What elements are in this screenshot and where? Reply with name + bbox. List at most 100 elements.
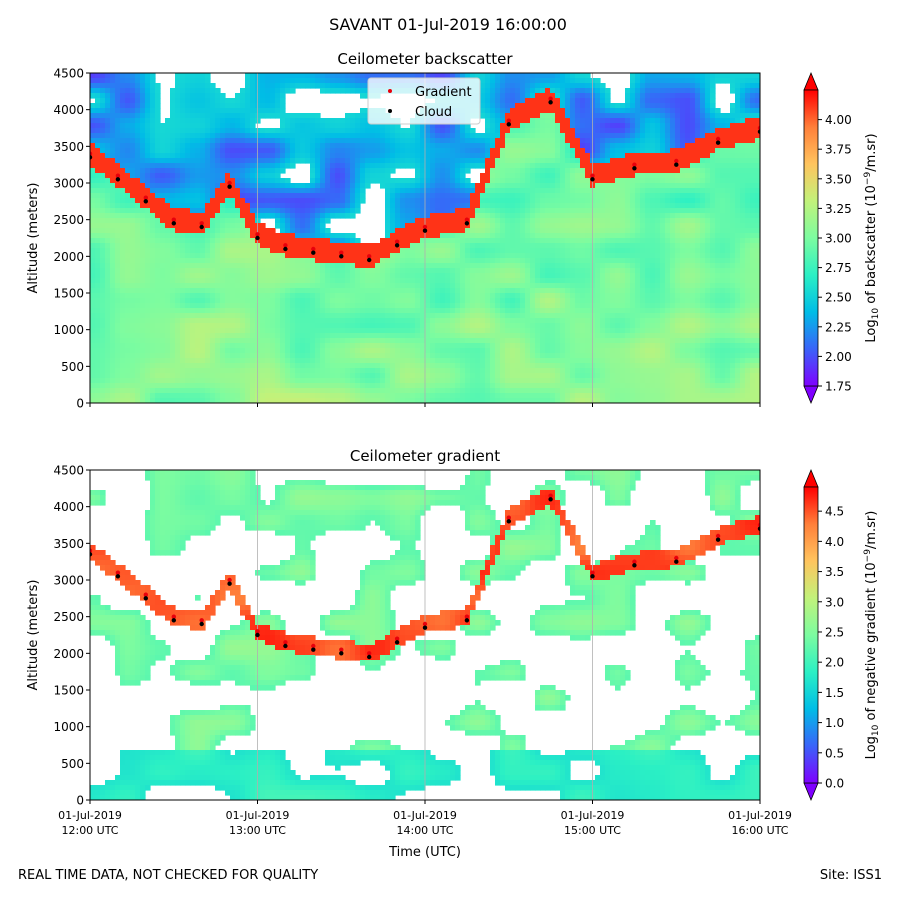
heatmap-cell	[445, 308, 451, 314]
heatmap-cell	[450, 393, 456, 399]
heatmap-cell	[360, 193, 366, 199]
heatmap-cell	[490, 163, 496, 169]
heatmap-cell	[385, 238, 391, 244]
heatmap-cell	[250, 223, 256, 229]
heatmap-cell	[440, 123, 446, 129]
heatmap-cell	[165, 378, 171, 384]
heatmap-cell	[415, 248, 421, 254]
heatmap-cell	[310, 78, 316, 84]
heatmap-cell	[475, 318, 481, 324]
heatmap-cell	[310, 363, 316, 369]
heatmap-cell	[310, 368, 316, 374]
heatmap-cell	[300, 133, 306, 139]
heatmap-cell	[295, 218, 301, 224]
heatmap-cell	[335, 293, 341, 299]
heatmap-cell	[460, 318, 466, 324]
heatmap-cell	[285, 88, 291, 94]
heatmap-cell	[205, 118, 211, 124]
heatmap-cell	[280, 133, 286, 139]
heatmap-cell	[340, 143, 346, 149]
heatmap-cell	[95, 73, 101, 79]
heatmap-cell	[240, 348, 246, 354]
heatmap-cell	[480, 193, 486, 199]
heatmap-cell	[175, 78, 181, 84]
heatmap-cell	[300, 238, 306, 244]
heatmap-cell	[400, 268, 406, 274]
heatmap-cell	[130, 293, 136, 299]
heatmap-cell	[335, 148, 341, 154]
heatmap-cell	[340, 393, 346, 399]
heatmap-cell	[330, 183, 336, 189]
heatmap-cell	[415, 293, 421, 299]
heatmap-cell	[280, 263, 286, 269]
heatmap-cell	[90, 188, 96, 194]
heatmap-cell	[185, 223, 191, 229]
heatmap-cell	[440, 73, 446, 79]
heatmap-cell	[405, 333, 411, 339]
heatmap-cell	[290, 323, 296, 329]
heatmap-cell	[360, 373, 366, 379]
heatmap-cell	[175, 218, 181, 224]
heatmap-cell	[250, 88, 256, 94]
heatmap-cell	[275, 358, 281, 364]
heatmap-cell	[110, 308, 116, 314]
heatmap-cell	[425, 318, 431, 324]
heatmap-cell	[200, 88, 206, 94]
heatmap-cell	[300, 313, 306, 319]
heatmap-cell	[285, 113, 291, 119]
heatmap-cell	[200, 113, 206, 119]
heatmap-cell	[465, 168, 471, 174]
heatmap-cell	[260, 378, 266, 384]
heatmap-cell	[270, 133, 276, 139]
heatmap-cell	[195, 153, 201, 159]
heatmap-cell	[365, 273, 371, 279]
heatmap-cell	[320, 208, 326, 214]
heatmap-cell	[130, 258, 136, 264]
heatmap-cell	[435, 298, 441, 304]
heatmap-cell	[285, 193, 291, 199]
heatmap-cell	[115, 223, 121, 229]
heatmap-cell	[150, 293, 156, 299]
heatmap-cell	[375, 368, 381, 374]
heatmap-cell	[180, 328, 186, 334]
heatmap-cell	[235, 278, 241, 284]
heatmap-cell	[95, 303, 101, 309]
heatmap-cell	[430, 203, 436, 209]
heatmap-cell	[310, 83, 316, 89]
heatmap-cell	[245, 188, 251, 194]
heatmap-cell	[155, 383, 161, 389]
heatmap-cell	[180, 293, 186, 299]
heatmap-cell	[320, 378, 326, 384]
heatmap-cell	[100, 138, 106, 144]
heatmap-cell	[480, 208, 486, 214]
heatmap-cell	[390, 258, 396, 264]
heatmap-cell	[285, 73, 291, 79]
heatmap-cell	[150, 118, 156, 124]
heatmap-cell	[340, 168, 346, 174]
heatmap-cell	[445, 258, 451, 264]
heatmap-cell	[165, 203, 171, 209]
heatmap-cell	[250, 148, 256, 154]
heatmap-cell	[195, 143, 201, 149]
heatmap-cell	[180, 243, 186, 249]
heatmap-cell	[195, 168, 201, 174]
heatmap-cell	[100, 278, 106, 284]
heatmap-cell	[140, 78, 146, 84]
heatmap-cell	[130, 133, 136, 139]
heatmap-cell	[435, 228, 441, 234]
heatmap-cell	[115, 378, 121, 384]
heatmap-cell	[205, 343, 211, 349]
heatmap-cell	[390, 73, 396, 79]
heatmap-cell	[125, 173, 131, 179]
heatmap-cell	[265, 243, 271, 249]
heatmap-cell	[155, 83, 161, 89]
heatmap-cell	[285, 323, 291, 329]
heatmap-cell	[120, 198, 126, 204]
heatmap-cell	[490, 158, 496, 164]
heatmap-cell	[190, 88, 196, 94]
heatmap-cell	[230, 228, 236, 234]
heatmap-cell	[320, 343, 326, 349]
heatmap-cell	[120, 298, 126, 304]
heatmap-cell	[400, 193, 406, 199]
